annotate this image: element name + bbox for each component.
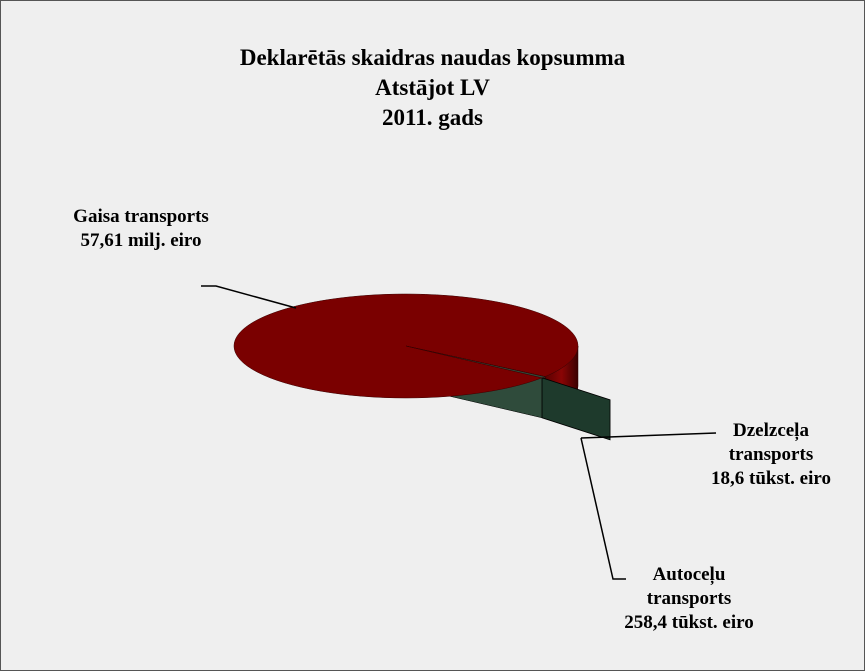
data-label: Gaisa transports 57,61 milj. eiro bbox=[71, 205, 211, 253]
label-category: Gaisa transports bbox=[73, 206, 209, 227]
data-label: Dzelzceļa transports 18,6 tūkst. eiro bbox=[701, 419, 841, 491]
label-value: 18,6 tūkst. eiro bbox=[711, 468, 831, 489]
slice-face bbox=[541, 377, 611, 441]
label-category: Dzelzceļa transports bbox=[728, 420, 814, 465]
slice bbox=[405, 345, 546, 379]
leader-line bbox=[580, 437, 626, 580]
label-value: 57,61 milj. eiro bbox=[80, 230, 202, 251]
data-label: Autoceļu transports 258,4 tūkst. eiro bbox=[619, 563, 759, 635]
leader-line bbox=[580, 432, 717, 439]
leader-line bbox=[201, 285, 297, 309]
label-value: 258,4 tūkst. eiro bbox=[624, 612, 754, 633]
chart-title: Atstājot LV bbox=[375, 75, 490, 100]
label-category: Autoceļu transports bbox=[646, 564, 732, 609]
chart-title: Deklarētās skaidras naudas kopsumma bbox=[239, 45, 626, 70]
chart-title: 2011. gads bbox=[382, 105, 483, 130]
